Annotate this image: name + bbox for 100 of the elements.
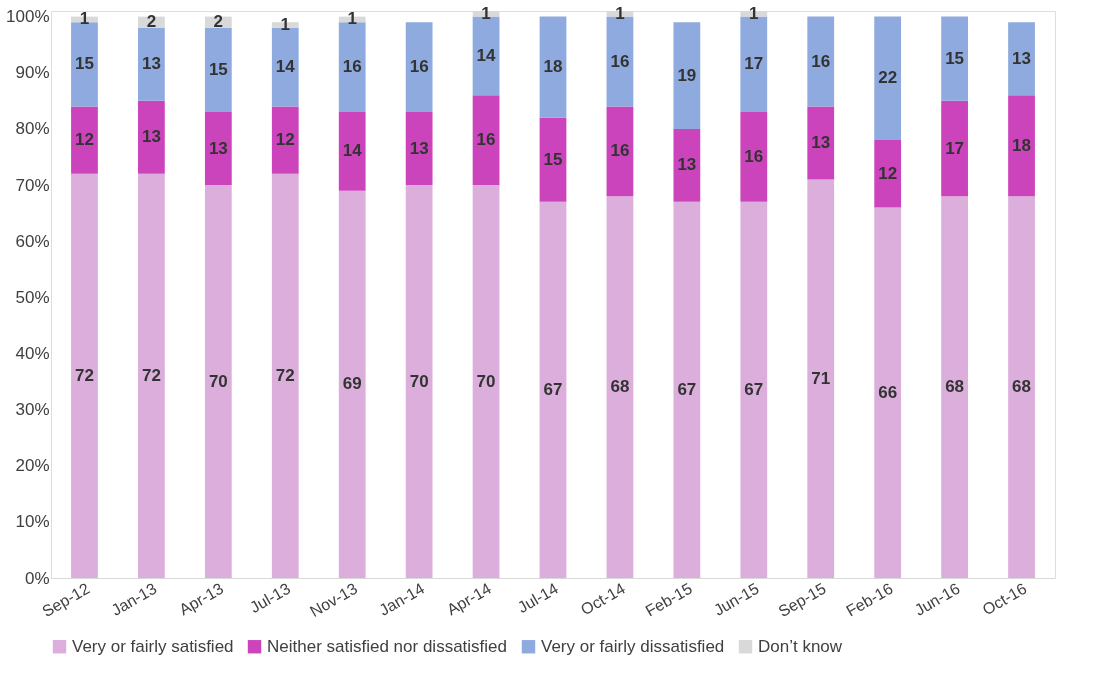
- legend-label: Very or fairly satisfied: [72, 636, 234, 656]
- data-label: 2: [213, 12, 224, 32]
- bar: [740, 201, 768, 578]
- bar: [204, 27, 232, 113]
- bar: [405, 112, 433, 186]
- data-label: 15: [208, 59, 228, 79]
- data-label: 1: [79, 9, 90, 29]
- data-label: 13: [409, 138, 429, 158]
- data-label: 16: [811, 51, 831, 71]
- data-label: 71: [811, 368, 831, 388]
- data-label: 67: [543, 379, 563, 399]
- data-label: 15: [543, 149, 563, 169]
- data-label: 68: [1012, 377, 1031, 397]
- bar: [405, 22, 433, 113]
- bar: [1008, 196, 1035, 578]
- bar: [1008, 22, 1035, 96]
- data-label: 16: [409, 57, 429, 77]
- data-label: 17: [744, 54, 764, 74]
- data-label: 16: [342, 57, 362, 77]
- bar: [606, 106, 634, 197]
- y-tick-label: 90%: [15, 63, 50, 83]
- data-label: 13: [208, 138, 228, 158]
- bar: [405, 185, 433, 578]
- data-label: 70: [208, 371, 228, 391]
- data-label: 68: [610, 377, 630, 397]
- data-label: 13: [811, 132, 831, 152]
- legend-label: Neither satisfied nor dissatisfied: [267, 636, 508, 656]
- data-label: 16: [610, 141, 630, 161]
- data-label: 70: [409, 371, 429, 391]
- data-label: 13: [141, 127, 161, 147]
- bar: [673, 128, 701, 202]
- data-label: 1: [347, 9, 357, 29]
- data-label: 17: [945, 138, 965, 158]
- bar: [71, 106, 98, 174]
- bar: [874, 207, 902, 578]
- bar: [606, 196, 634, 578]
- data-label: 16: [476, 130, 496, 150]
- data-label: 13: [141, 54, 161, 74]
- bar: [338, 22, 366, 113]
- data-label: 15: [75, 54, 94, 74]
- bar: [204, 112, 232, 186]
- bar: [71, 22, 98, 107]
- data-label: 14: [275, 57, 296, 77]
- data-label: 22: [878, 68, 898, 88]
- y-tick-label: 0%: [24, 568, 50, 588]
- y-tick-label: 30%: [15, 400, 50, 420]
- data-label: 70: [476, 371, 496, 391]
- bar: [941, 196, 968, 578]
- data-label: 67: [744, 379, 764, 399]
- data-label: 14: [342, 141, 363, 161]
- legend-label: Very or fairly dissatisfied: [541, 636, 725, 656]
- data-label: 67: [677, 379, 697, 399]
- bar: [539, 16, 567, 118]
- data-label: 19: [677, 65, 697, 85]
- y-tick-label: 70%: [15, 175, 50, 195]
- data-label: 66: [878, 382, 898, 402]
- bar: [807, 179, 835, 578]
- y-tick-label: 50%: [15, 287, 50, 307]
- bar: [807, 106, 835, 180]
- data-label: 16: [610, 51, 630, 71]
- data-label: 13: [677, 155, 697, 175]
- bar: [271, 173, 299, 578]
- data-label: 1: [280, 15, 290, 35]
- bar: [204, 185, 232, 578]
- data-label: 18: [543, 57, 563, 77]
- bar: [941, 100, 968, 197]
- bar: [472, 95, 500, 186]
- bar: [539, 117, 567, 202]
- bar: [807, 16, 835, 107]
- data-label: 72: [141, 365, 161, 385]
- bar: [138, 27, 165, 101]
- data-label: 1: [615, 3, 625, 23]
- bar: [539, 201, 567, 578]
- y-tick-label: 20%: [15, 456, 50, 476]
- data-label: 16: [744, 146, 764, 166]
- y-tick-label: 10%: [15, 512, 50, 532]
- data-label: 12: [75, 130, 94, 150]
- bar: [338, 112, 366, 191]
- data-label: 18: [1012, 135, 1031, 155]
- data-label: 2: [146, 12, 157, 32]
- bar: [1008, 95, 1035, 197]
- data-label: 69: [342, 374, 362, 394]
- bar: [740, 112, 768, 202]
- bar: [673, 201, 701, 578]
- data-label: 14: [476, 45, 497, 65]
- bar: [138, 173, 165, 578]
- bar: [472, 185, 500, 578]
- y-tick-label: 60%: [15, 231, 50, 251]
- data-label: 68: [945, 377, 965, 397]
- bar: [138, 100, 165, 174]
- y-tick-label: 100%: [6, 7, 50, 27]
- bar: [874, 16, 902, 141]
- bar: [71, 173, 98, 578]
- bar: [338, 190, 366, 578]
- data-label: 12: [275, 130, 295, 150]
- bar: [874, 140, 902, 208]
- data-label: 13: [1012, 48, 1031, 68]
- data-label: 72: [75, 365, 94, 385]
- data-label: 12: [878, 163, 898, 183]
- bar: [941, 16, 968, 101]
